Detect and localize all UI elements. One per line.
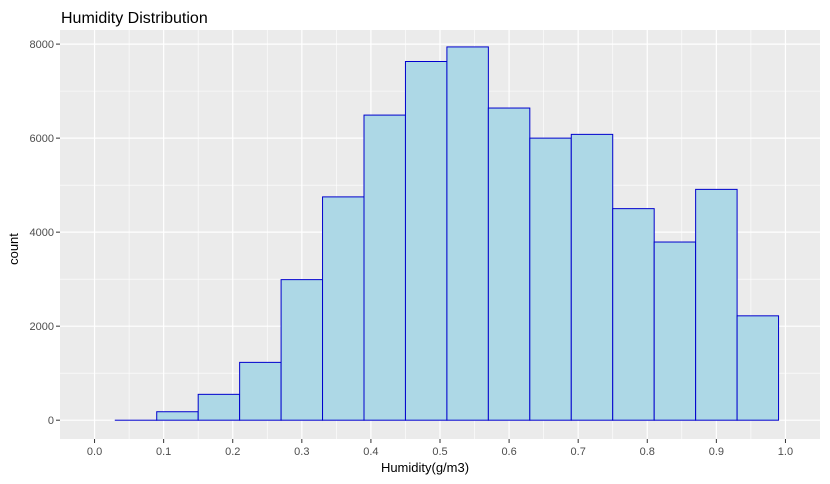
y-tick-label: 6000 (30, 133, 54, 145)
y-axis-ticks: 0 2000 4000 6000 8000 (30, 39, 60, 427)
y-tick-label: 2000 (30, 321, 54, 333)
histogram-bar (695, 188, 738, 421)
y-tick-label: 4000 (30, 227, 54, 239)
histogram-bar (736, 315, 780, 421)
histogram-bar (529, 137, 572, 421)
x-tick-label: 0.7 (571, 446, 586, 458)
histogram-bar (322, 196, 365, 421)
histogram-bar (363, 114, 406, 421)
histogram-bar (156, 411, 199, 421)
x-tick-label: 0.5 (432, 446, 447, 458)
x-tick-label: 0.1 (156, 446, 171, 458)
histogram-bar (404, 60, 448, 421)
x-tick-label: 0.9 (709, 446, 724, 458)
y-tick-label: 8000 (30, 39, 54, 51)
x-axis-label: Humidity(g/m3) (381, 460, 469, 475)
y-tick-label: 0 (48, 415, 54, 427)
x-tick-label: 0.8 (640, 446, 655, 458)
histogram-bar (239, 361, 282, 421)
histogram-bar (570, 133, 614, 421)
histogram-bar (487, 107, 531, 421)
x-tick-label: 0.4 (363, 446, 378, 458)
x-tick-label: 0.3 (294, 446, 309, 458)
x-tick-label: 0.2 (225, 446, 240, 458)
histogram-bar (612, 208, 655, 421)
x-tick-label: 0.6 (501, 446, 516, 458)
x-axis-ticks: 0.0 0.1 0.2 0.3 0.4 0.5 0.6 0.7 0.8 0.9 1.0 (87, 439, 793, 458)
x-tick-label: 1.0 (778, 446, 793, 458)
histogram-bar (197, 393, 241, 421)
histogram-bar (280, 279, 324, 421)
histogram-bars (114, 46, 780, 421)
x-tick-label: 0.0 (87, 446, 102, 458)
y-axis-label: count (6, 233, 21, 265)
histogram-bar (446, 46, 489, 421)
histogram-bar (653, 241, 697, 421)
chart-title: Humidity Distribution (61, 10, 208, 27)
